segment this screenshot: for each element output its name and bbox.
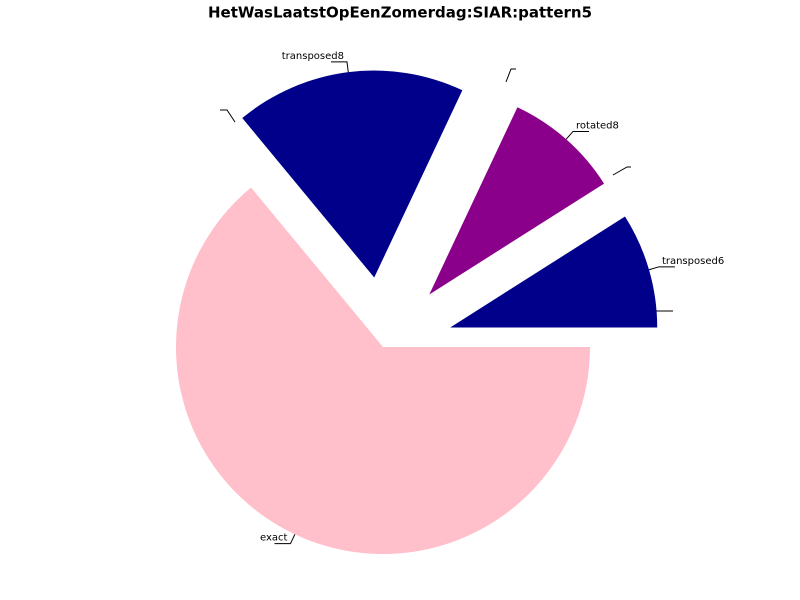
- pie-slice: [429, 107, 605, 295]
- chart-title: HetWasLaatstOpEenZomerdag:SIAR:pattern5: [208, 4, 592, 22]
- pie-slice: [450, 216, 658, 328]
- label-leader: [274, 534, 296, 545]
- leader: [612, 166, 631, 176]
- slice-label: transposed8: [282, 51, 344, 62]
- label-leader: [330, 61, 349, 73]
- slice-label: rotated8: [576, 120, 619, 131]
- leader: [220, 109, 236, 123]
- leader: [505, 68, 516, 83]
- pie-slice: [176, 187, 590, 555]
- slice-label: exact: [260, 533, 288, 544]
- pie-slice: [242, 70, 463, 278]
- slice-label: transposed6: [662, 256, 724, 267]
- label-leader: [565, 130, 590, 140]
- label-leader: [648, 266, 675, 271]
